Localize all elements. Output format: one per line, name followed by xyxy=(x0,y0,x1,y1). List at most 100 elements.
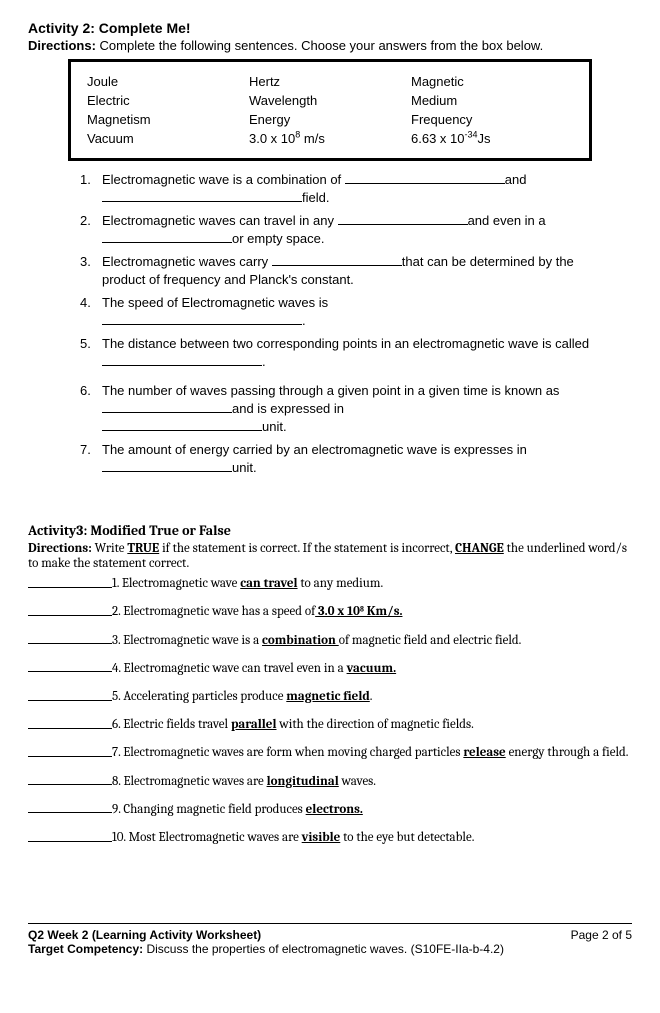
fill-blank[interactable] xyxy=(272,254,402,267)
answer-blank[interactable] xyxy=(28,829,112,842)
question-item: 6. The number of waves passing through a… xyxy=(80,382,612,435)
answer-cell: Joule xyxy=(87,74,249,89)
question-number: 4. xyxy=(80,294,102,329)
tf-text: 1. Electromagnetic wave can travel to an… xyxy=(112,575,632,593)
text: Electromagnetic wave is a combination of xyxy=(102,172,345,187)
underlined-word: magnetic field xyxy=(286,689,369,704)
fill-blank[interactable] xyxy=(102,353,262,366)
underlined-word: can travel xyxy=(240,576,297,591)
footer-right: Page 2 of 5 xyxy=(571,928,632,942)
text: energy through a field. xyxy=(506,745,629,760)
activity3-title: Activity3: Modified True or False xyxy=(28,522,632,539)
page-footer: Q2 Week 2 (Learning Activity Worksheet) … xyxy=(28,923,632,942)
text: 5. Accelerating particles produce xyxy=(112,689,286,704)
answer-blank[interactable] xyxy=(28,688,112,701)
text: The speed of Electromagnetic waves is xyxy=(102,295,328,310)
answer-row: Joule Hertz Magnetic xyxy=(87,74,573,89)
answer-text: 6.63 x 10 xyxy=(411,131,465,146)
answer-cell: Frequency xyxy=(411,112,573,127)
tf-item: 2. Electromagnetic wave has a speed of 3… xyxy=(28,603,632,621)
tf-text: 9. Changing magnetic field produces elec… xyxy=(112,801,632,819)
text: of magnetic field and electric field. xyxy=(339,633,522,648)
underlined-word: electrons. xyxy=(306,802,363,817)
text: 10. Most Electromagnetic waves are xyxy=(112,830,302,845)
answer-cell: Vacuum xyxy=(87,131,249,146)
question-text: Electromagnetic wave is a combination of… xyxy=(102,171,612,206)
question-item: 1. Electromagnetic wave is a combination… xyxy=(80,171,612,206)
text: if the statement is correct. If the stat… xyxy=(159,541,455,556)
question-number: 5. xyxy=(80,335,102,370)
text: or empty space. xyxy=(232,231,325,246)
text: 6. Electric fields travel xyxy=(112,717,231,732)
question-item: 7. The amount of energy carried by an el… xyxy=(80,441,612,476)
answer-cell: Medium xyxy=(411,93,573,108)
text: unit. xyxy=(262,419,287,434)
question-item: 3. Electromagnetic waves carry that can … xyxy=(80,253,612,288)
answer-blank[interactable] xyxy=(28,632,112,645)
question-text: Electromagnetic waves carry that can be … xyxy=(102,253,612,288)
directions-label: Directions: xyxy=(28,38,96,53)
text: 7. Electromagnetic waves are form when m… xyxy=(112,745,463,760)
text: Write xyxy=(92,541,128,556)
question-item: 4. The speed of Electromagnetic waves is… xyxy=(80,294,612,329)
answer-cell: 6.63 x 10-34Js xyxy=(411,131,573,146)
superscript: -34 xyxy=(465,130,478,140)
text: . xyxy=(370,689,373,704)
text: 8. Electromagnetic waves are xyxy=(112,774,267,789)
question-number: 2. xyxy=(80,212,102,247)
answer-row: Vacuum 3.0 x 108 m/s 6.63 x 10-34Js xyxy=(87,131,573,146)
answer-blank[interactable] xyxy=(28,603,112,616)
fill-blank[interactable] xyxy=(338,212,468,225)
activity2-directions: Directions: Complete the following sente… xyxy=(28,38,632,53)
fill-blank[interactable] xyxy=(102,312,302,325)
question-number: 7. xyxy=(80,441,102,476)
text: field. xyxy=(302,190,329,205)
text: to the eye but detectable. xyxy=(340,830,474,845)
fill-blank[interactable] xyxy=(345,171,505,184)
question-text: The speed of Electromagnetic waves is . xyxy=(102,294,612,329)
tf-text: 7. Electromagnetic waves are form when m… xyxy=(112,744,632,762)
fill-blank[interactable] xyxy=(102,418,262,431)
text: with the direction of magnetic fields. xyxy=(277,717,474,732)
answer-blank[interactable] xyxy=(28,801,112,814)
tf-text: 5. Accelerating particles produce magnet… xyxy=(112,688,632,706)
answer-blank[interactable] xyxy=(28,773,112,786)
answer-cell: Energy xyxy=(249,112,411,127)
true-false-list: 1. Electromagnetic wave can travel to an… xyxy=(28,575,632,847)
fill-blank[interactable] xyxy=(102,189,302,202)
tf-item: 3. Electromagnetic wave is a combination… xyxy=(28,632,632,650)
text: and is expressed in xyxy=(232,401,344,416)
directions-label: Directions: xyxy=(28,541,92,556)
fill-blank[interactable] xyxy=(102,230,232,243)
answer-blank[interactable] xyxy=(28,744,112,757)
underlined-word: combination xyxy=(262,633,339,648)
underlined-word: release xyxy=(463,745,505,760)
text: and xyxy=(505,172,527,187)
text: 4. Electromagnetic wave can travel even … xyxy=(112,661,347,676)
answer-text: Js xyxy=(478,131,491,146)
tf-text: 8. Electromagnetic waves are longitudina… xyxy=(112,773,632,791)
tf-item: 1. Electromagnetic wave can travel to an… xyxy=(28,575,632,593)
answer-row: Magnetism Energy Frequency xyxy=(87,112,573,127)
fill-blank[interactable] xyxy=(102,400,232,413)
underlined-word: 3.0 x 10⁸ Km/s. xyxy=(315,604,402,619)
answer-choice-box: Joule Hertz Magnetic Electric Wavelength… xyxy=(68,59,592,161)
tf-item: 9. Changing magnetic field produces elec… xyxy=(28,801,632,819)
underlined-word: visible xyxy=(302,830,341,845)
text: 9. Changing magnetic field produces xyxy=(112,802,306,817)
underlined-word: longitudinal xyxy=(267,774,339,789)
fill-blank[interactable] xyxy=(102,459,232,472)
question-number: 6. xyxy=(80,382,102,435)
activity3-directions: Directions: Write TRUE if the statement … xyxy=(28,541,632,571)
tf-text: 6. Electric fields travel parallel with … xyxy=(112,716,632,734)
answer-cell: Hertz xyxy=(249,74,411,89)
text: The amount of energy carried by an elect… xyxy=(102,442,527,457)
answer-text: 3.0 x 10 xyxy=(249,131,295,146)
answer-blank[interactable] xyxy=(28,660,112,673)
text: Electromagnetic waves carry xyxy=(102,254,272,269)
question-number: 1. xyxy=(80,171,102,206)
tf-item: 10. Most Electromagnetic waves are visib… xyxy=(28,829,632,847)
question-item: 2. Electromagnetic waves can travel in a… xyxy=(80,212,612,247)
answer-blank[interactable] xyxy=(28,575,112,588)
answer-blank[interactable] xyxy=(28,716,112,729)
